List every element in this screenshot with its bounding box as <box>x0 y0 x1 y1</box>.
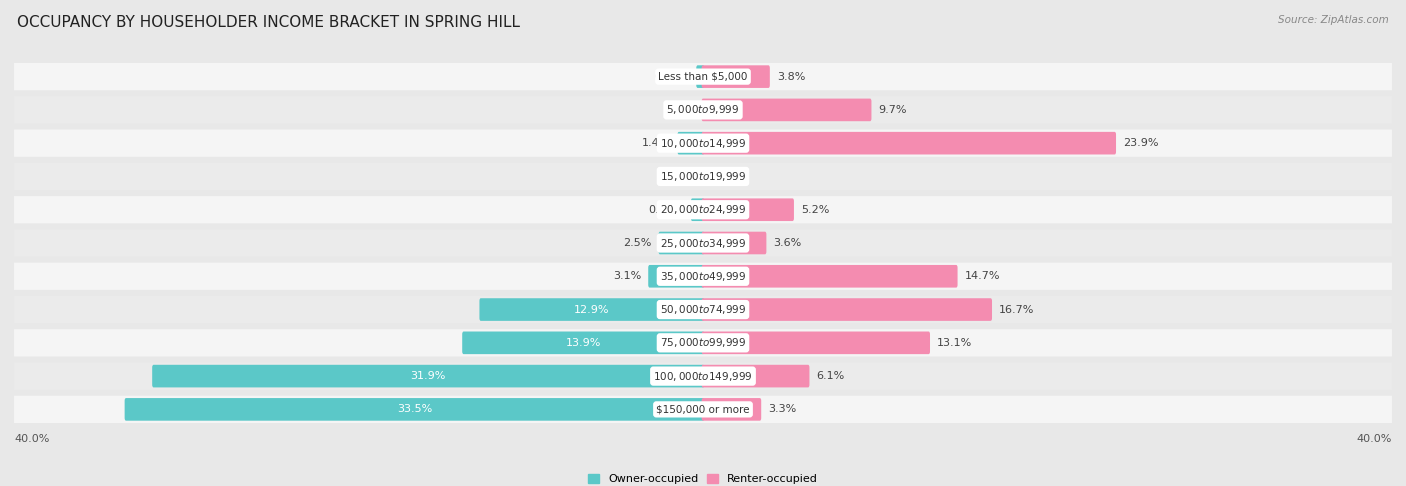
Text: 40.0%: 40.0% <box>14 434 49 444</box>
Text: 0.31%: 0.31% <box>654 71 689 82</box>
Text: $75,000 to $99,999: $75,000 to $99,999 <box>659 336 747 349</box>
Text: 16.7%: 16.7% <box>1000 305 1035 314</box>
Text: 9.7%: 9.7% <box>879 105 907 115</box>
FancyBboxPatch shape <box>14 130 1392 157</box>
FancyBboxPatch shape <box>702 331 929 354</box>
FancyBboxPatch shape <box>14 163 1392 190</box>
Text: 3.6%: 3.6% <box>773 238 801 248</box>
FancyBboxPatch shape <box>648 265 704 288</box>
Text: 0.0%: 0.0% <box>666 105 695 115</box>
Text: $20,000 to $24,999: $20,000 to $24,999 <box>659 203 747 216</box>
Text: 31.9%: 31.9% <box>411 371 446 381</box>
Text: $5,000 to $9,999: $5,000 to $9,999 <box>666 104 740 117</box>
Text: 2.5%: 2.5% <box>623 238 651 248</box>
FancyBboxPatch shape <box>14 296 1392 323</box>
FancyBboxPatch shape <box>463 331 704 354</box>
Text: 23.9%: 23.9% <box>1123 138 1159 148</box>
FancyBboxPatch shape <box>702 99 872 121</box>
Text: $50,000 to $74,999: $50,000 to $74,999 <box>659 303 747 316</box>
FancyBboxPatch shape <box>14 396 1392 423</box>
Text: 1.4%: 1.4% <box>643 138 671 148</box>
Text: 13.1%: 13.1% <box>938 338 973 348</box>
Text: 6.1%: 6.1% <box>817 371 845 381</box>
Text: Source: ZipAtlas.com: Source: ZipAtlas.com <box>1278 15 1389 25</box>
Text: 33.5%: 33.5% <box>396 404 432 415</box>
Text: $10,000 to $14,999: $10,000 to $14,999 <box>659 137 747 150</box>
FancyBboxPatch shape <box>14 196 1392 224</box>
FancyBboxPatch shape <box>702 232 766 254</box>
Legend: Owner-occupied, Renter-occupied: Owner-occupied, Renter-occupied <box>583 469 823 486</box>
Text: Less than $5,000: Less than $5,000 <box>658 71 748 82</box>
FancyBboxPatch shape <box>14 262 1392 290</box>
FancyBboxPatch shape <box>479 298 704 321</box>
FancyBboxPatch shape <box>14 229 1392 257</box>
FancyBboxPatch shape <box>678 132 704 155</box>
Text: 14.7%: 14.7% <box>965 271 1000 281</box>
Text: 3.3%: 3.3% <box>769 404 797 415</box>
Text: OCCUPANCY BY HOUSEHOLDER INCOME BRACKET IN SPRING HILL: OCCUPANCY BY HOUSEHOLDER INCOME BRACKET … <box>17 15 520 30</box>
FancyBboxPatch shape <box>696 65 704 88</box>
Text: $25,000 to $34,999: $25,000 to $34,999 <box>659 237 747 249</box>
FancyBboxPatch shape <box>14 63 1392 90</box>
FancyBboxPatch shape <box>702 132 1116 155</box>
Text: 3.1%: 3.1% <box>613 271 641 281</box>
FancyBboxPatch shape <box>702 65 770 88</box>
Text: $150,000 or more: $150,000 or more <box>657 404 749 415</box>
Text: 0.0%: 0.0% <box>666 172 695 181</box>
FancyBboxPatch shape <box>14 96 1392 123</box>
Text: 5.2%: 5.2% <box>801 205 830 215</box>
FancyBboxPatch shape <box>690 198 704 221</box>
FancyBboxPatch shape <box>702 398 761 421</box>
Text: $15,000 to $19,999: $15,000 to $19,999 <box>659 170 747 183</box>
FancyBboxPatch shape <box>14 329 1392 356</box>
FancyBboxPatch shape <box>702 298 993 321</box>
FancyBboxPatch shape <box>14 363 1392 390</box>
FancyBboxPatch shape <box>152 365 704 387</box>
FancyBboxPatch shape <box>702 265 957 288</box>
Text: 0.0%: 0.0% <box>711 172 740 181</box>
Text: $100,000 to $149,999: $100,000 to $149,999 <box>654 369 752 382</box>
FancyBboxPatch shape <box>702 198 794 221</box>
FancyBboxPatch shape <box>702 365 810 387</box>
Text: 3.8%: 3.8% <box>778 71 806 82</box>
Text: 40.0%: 40.0% <box>1357 434 1392 444</box>
FancyBboxPatch shape <box>658 232 704 254</box>
Text: 0.62%: 0.62% <box>648 205 683 215</box>
Text: 13.9%: 13.9% <box>565 338 600 348</box>
Text: 12.9%: 12.9% <box>574 305 610 314</box>
FancyBboxPatch shape <box>125 398 704 421</box>
Text: $35,000 to $49,999: $35,000 to $49,999 <box>659 270 747 283</box>
